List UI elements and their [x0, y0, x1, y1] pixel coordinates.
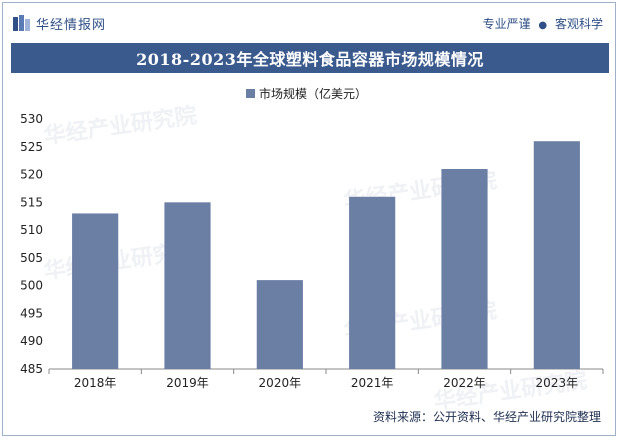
y-tick-label: 485 — [20, 362, 43, 376]
y-tick-label: 495 — [20, 306, 43, 320]
x-tick-label: 2020年 — [259, 376, 302, 390]
header-bar: 华经情报网 专业严谨 ● 客观科学 — [3, 3, 615, 39]
bar — [533, 141, 580, 369]
title-bar: 2018-2023年全球塑料食品容器市场规模情况 — [11, 43, 609, 73]
bar — [164, 202, 211, 369]
y-tick-label: 505 — [20, 251, 43, 265]
x-tick-label: 2021年 — [351, 376, 394, 390]
y-tick-label: 515 — [20, 195, 43, 209]
bar — [349, 196, 396, 369]
slogan: 专业严谨 ● 客观科学 — [483, 15, 603, 32]
bar — [441, 169, 488, 369]
bar-chart: 市场规模（亿美元） 485 490 495 500 505 510 515 520 525 530 2… — [20, 86, 604, 390]
bar — [256, 280, 303, 369]
slogan-dot-icon: ● — [538, 20, 548, 31]
source-note: 资料来源：公开资料、华经产业研究院整理 — [372, 410, 601, 424]
y-tick-label: 530 — [20, 112, 43, 126]
x-tick-label: 2019年 — [166, 376, 209, 390]
chart-frame: 华经情报网 专业严谨 ● 客观科学 2018-2023年全球塑料食品容器市场规模… — [2, 2, 616, 436]
y-tick-label: 510 — [20, 223, 43, 237]
x-tick-label: 2018年 — [74, 376, 117, 390]
chart-title: 2018-2023年全球塑料食品容器市场规模情况 — [136, 50, 484, 69]
huajing-logo-icon — [13, 15, 30, 31]
y-tick-label: 490 — [20, 334, 43, 348]
x-tick-label: 2023年 — [536, 376, 579, 390]
y-tick-label: 525 — [20, 140, 43, 154]
bar — [72, 213, 119, 369]
y-tick-label: 520 — [20, 168, 43, 182]
legend-label: 市场规模（亿美元） — [259, 86, 367, 101]
slogan-right: 客观科学 — [554, 17, 603, 31]
slogan-left: 专业严谨 — [482, 17, 531, 31]
logo-text: 华经情报网 — [36, 18, 107, 33]
legend-swatch — [246, 89, 255, 98]
x-tick-label: 2022年 — [443, 376, 486, 390]
chart-area: 市场规模（亿美元） 485 490 495 500 505 510 515 520 525 530 2… — [3, 73, 617, 403]
y-tick-label: 500 — [20, 279, 43, 293]
